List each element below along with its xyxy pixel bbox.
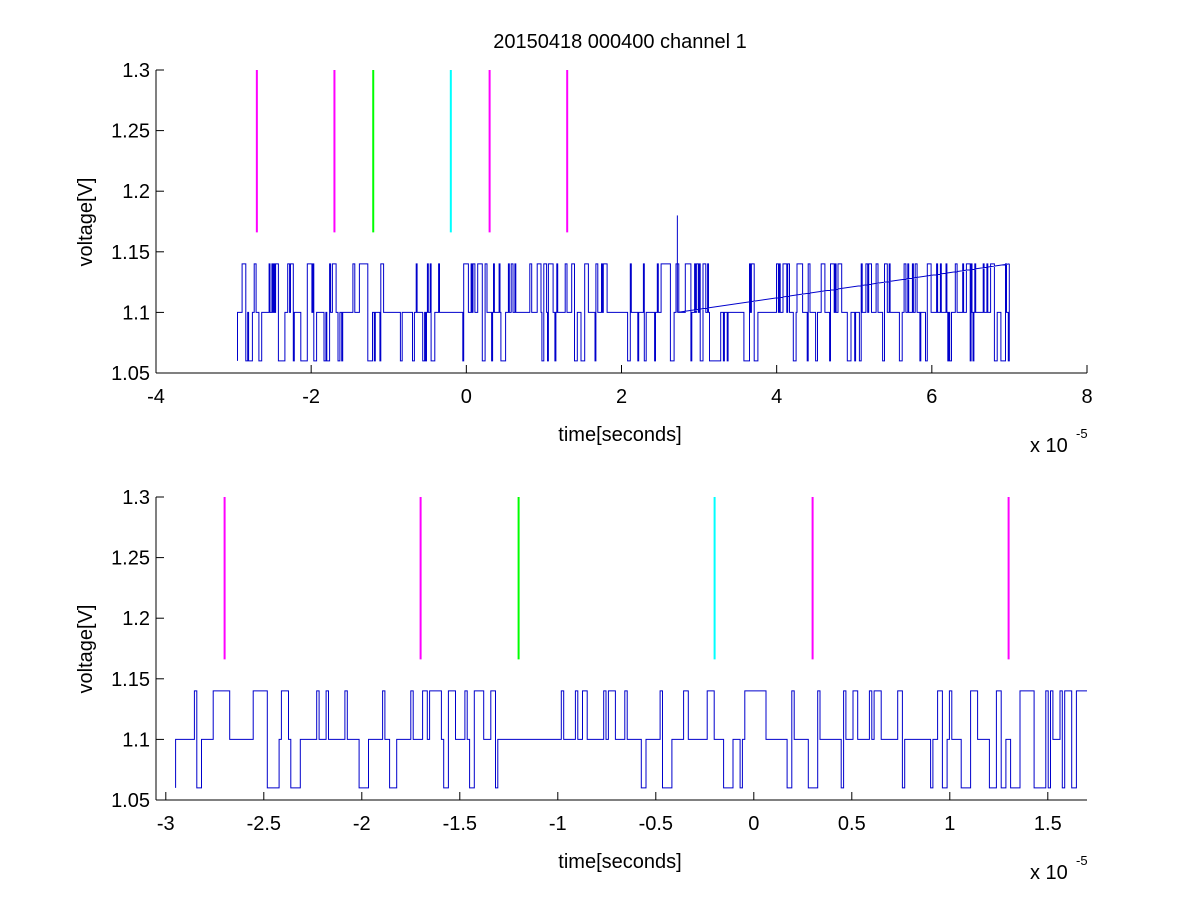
bottom-x-axis-label: time[seconds] [558, 851, 681, 873]
x-tick-label: 0.5 [838, 813, 866, 835]
bottom-x-multiplier: x 10 [1030, 862, 1068, 884]
figure-title: 20150418 000400 channel 1 [493, 31, 747, 53]
y-tick-label: 1.2 [122, 608, 150, 630]
y-tick-label: 1.3 [122, 487, 150, 509]
y-tick-label: 1.15 [111, 242, 150, 264]
x-tick-label: 2 [616, 386, 627, 408]
y-tick-label: 1.1 [122, 302, 150, 324]
signal-trace [175, 690, 1087, 789]
y-tick-label: 1.3 [122, 60, 150, 82]
x-tick-label: 1.5 [1034, 813, 1062, 835]
top-x-multiplier-exponent: -5 [1076, 426, 1088, 441]
bottom-y-axis-label: voltage[V] [75, 605, 97, 694]
x-tick-label: 8 [1081, 386, 1092, 408]
top-axes: time[seconds] voltage[V] x 10 -5 -4 -2 0 2 4… [75, 60, 1093, 457]
x-tick-label: 1 [944, 813, 955, 835]
x-tick-label: 4 [771, 386, 782, 408]
x-tick-label: -2.5 [247, 813, 281, 835]
y-tick-label: 1.25 [111, 121, 150, 143]
x-tick-label: -1 [549, 813, 567, 835]
y-tick-label: 1.2 [122, 181, 150, 203]
top-y-axis-label: voltage[V] [75, 178, 97, 267]
bottom-x-multiplier-exponent: -5 [1076, 853, 1088, 868]
y-tick-label: 1.15 [111, 669, 150, 691]
x-tick-label: 0 [748, 813, 759, 835]
x-tick-label: 6 [926, 386, 937, 408]
x-tick-label: -1.5 [443, 813, 477, 835]
x-tick-label: 0 [461, 386, 472, 408]
bottom-axes: time[seconds] voltage[V] x 10 -5 -3 -2.5 -… [75, 487, 1088, 884]
x-tick-label: -4 [147, 386, 165, 408]
top-x-multiplier: x 10 [1030, 435, 1068, 457]
signal-trace [237, 263, 1010, 362]
y-tick-label: 1.25 [111, 548, 150, 570]
x-tick-label: -3 [157, 813, 175, 835]
x-tick-label: -2 [302, 386, 320, 408]
y-tick-label: 1.05 [111, 790, 150, 812]
top-x-axis-label: time[seconds] [558, 424, 681, 446]
x-tick-label: -2 [353, 813, 371, 835]
y-tick-label: 1.1 [122, 729, 150, 751]
y-tick-label: 1.05 [111, 363, 150, 385]
x-tick-label: -0.5 [639, 813, 673, 835]
